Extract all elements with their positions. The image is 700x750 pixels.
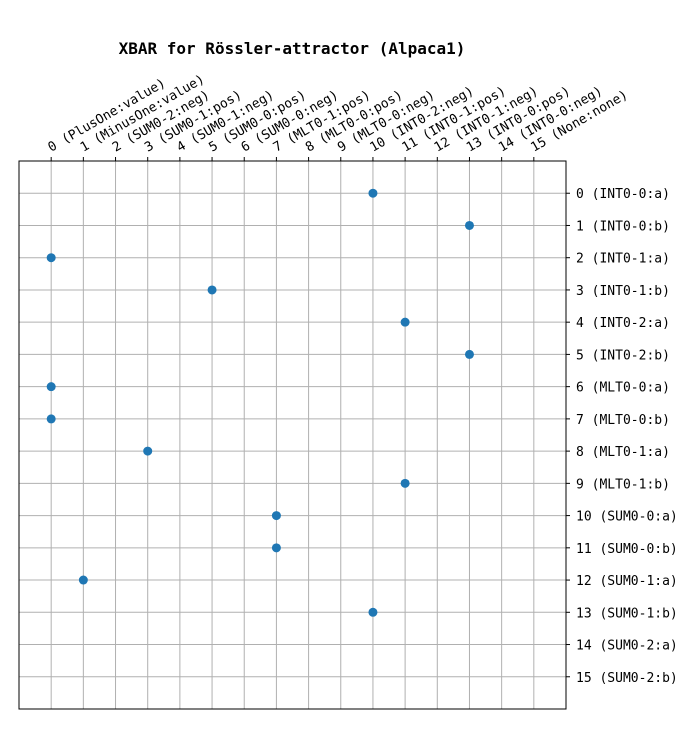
plot-frame	[18, 160, 567, 710]
data-point	[368, 607, 378, 617]
y-tick-label: 0 (INT0-0:a)	[576, 187, 670, 202]
data-point	[271, 511, 281, 521]
chart-title: XBAR for Rössler-attractor (Alpaca1)	[119, 39, 466, 58]
y-tick-label: 1 (INT0-0:b)	[576, 219, 670, 234]
y-tick-label: 3 (INT0-1:b)	[576, 284, 670, 299]
data-point	[368, 188, 378, 198]
y-tick-label: 6 (MLT0-0:a)	[576, 381, 670, 396]
y-tick-label: 7 (MLT0-0:b)	[576, 413, 670, 428]
y-tick-label: 13 (SUM0-1:b)	[576, 606, 678, 621]
y-axis-ticks: 0 (INT0-0:a) 1 (INT0-0:b) 2 (INT0-1:a) 3 (I…	[566, 187, 678, 686]
data-point	[46, 414, 56, 424]
data-point	[400, 478, 410, 488]
data-point	[464, 349, 474, 359]
data-point	[78, 575, 88, 585]
data-point	[143, 446, 153, 456]
y-tick-label: 12 (SUM0-1:a)	[576, 574, 678, 589]
y-tick-label: 5 (INT0-2:b)	[576, 348, 670, 363]
y-tick-label: 2 (INT0-1:a)	[576, 252, 670, 267]
grid-lines	[19, 161, 566, 709]
x-axis-ticks: 0 (PlusOne:value)1 (MinusOne:value)2 (SU…	[46, 72, 631, 161]
data-point	[271, 543, 281, 553]
data-point	[207, 285, 217, 295]
y-tick-label: 4 (INT0-2:a)	[576, 316, 670, 331]
y-tick-label: 9 (MLT0-1:b)	[576, 477, 670, 492]
y-tick-label: 15 (SUM0-2:b)	[576, 671, 678, 686]
data-point	[46, 253, 56, 263]
y-tick-label: 14 (SUM0-2:a)	[576, 639, 678, 654]
data-points	[46, 188, 474, 617]
data-point	[464, 220, 474, 230]
data-point	[46, 382, 56, 392]
y-tick-label: 10 (SUM0-0:a)	[576, 510, 678, 525]
data-point	[400, 317, 410, 327]
y-tick-label: 8 (MLT0-1:a)	[576, 445, 670, 460]
y-tick-label: 11 (SUM0-0:b)	[576, 542, 678, 557]
